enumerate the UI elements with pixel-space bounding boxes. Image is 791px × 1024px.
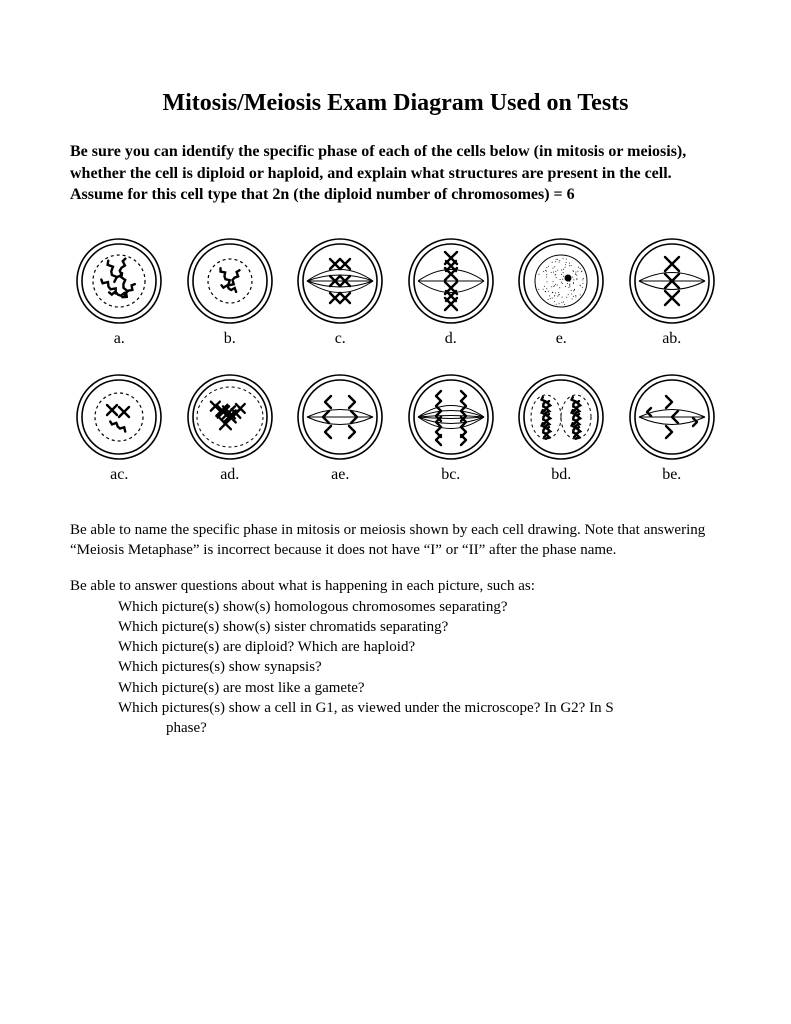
paragraph-1: Be able to name the specific phase in mi… bbox=[70, 520, 721, 561]
cell-diagram-b bbox=[185, 236, 275, 326]
cell-figure: bc. bbox=[402, 372, 501, 484]
cell-diagram-ab bbox=[627, 236, 717, 326]
cell-diagram-d bbox=[406, 236, 496, 326]
cell-label: a. bbox=[114, 330, 125, 348]
cell-figure: be. bbox=[623, 372, 722, 484]
question-item: Which pictures(s) show synapsis? bbox=[118, 657, 721, 677]
cell-label: ab. bbox=[662, 330, 681, 348]
cell-figure: d. bbox=[402, 236, 501, 348]
intro-paragraph: Be sure you can identify the specific ph… bbox=[70, 141, 721, 206]
cell-label: d. bbox=[445, 330, 457, 348]
cell-diagram-bd bbox=[516, 372, 606, 462]
cell-label: b. bbox=[224, 330, 236, 348]
question-item: Which picture(s) show(s) sister chromati… bbox=[118, 617, 721, 637]
cell-figure: a. bbox=[70, 236, 169, 348]
cell-label: ae. bbox=[331, 466, 349, 484]
cell-diagram-bc bbox=[406, 372, 496, 462]
cell-figure: ae. bbox=[291, 372, 390, 484]
question-list: Which picture(s) show(s) homologous chro… bbox=[118, 597, 721, 739]
cell-diagram-ac bbox=[74, 372, 164, 462]
question-item: Which picture(s) are most like a gamete? bbox=[118, 678, 721, 698]
cell-figure: c. bbox=[291, 236, 390, 348]
question-item-continuation: phase? bbox=[166, 718, 721, 738]
cell-figure: ab. bbox=[623, 236, 722, 348]
cell-figure: ac. bbox=[70, 372, 169, 484]
cell-label: ad. bbox=[220, 466, 239, 484]
cell-figure: e. bbox=[512, 236, 611, 348]
cell-label: be. bbox=[662, 466, 681, 484]
cell-diagram-ae bbox=[295, 372, 385, 462]
cell-label: ac. bbox=[110, 466, 128, 484]
question-item: Which picture(s) show(s) homologous chro… bbox=[118, 597, 721, 617]
cell-label: bd. bbox=[551, 466, 571, 484]
cell-figure: b. bbox=[181, 236, 280, 348]
cell-diagram-e bbox=[516, 236, 606, 326]
cell-label: c. bbox=[335, 330, 346, 348]
cell-label: bc. bbox=[441, 466, 460, 484]
cell-figure: bd. bbox=[512, 372, 611, 484]
page-title: Mitosis/Meiosis Exam Diagram Used on Tes… bbox=[70, 90, 721, 117]
cell-diagram-be bbox=[627, 372, 717, 462]
cell-diagram-grid: a. b. c. d. e. ab. ac. ad. ae. bc. bd. be. bbox=[70, 236, 721, 484]
question-item: Which pictures(s) show a cell in G1, as … bbox=[118, 698, 721, 718]
paragraph-2: Be able to answer questions about what i… bbox=[70, 576, 721, 596]
cell-diagram-ad bbox=[185, 372, 275, 462]
cell-diagram-a bbox=[74, 236, 164, 326]
cell-label: e. bbox=[556, 330, 567, 348]
cell-diagram-c bbox=[295, 236, 385, 326]
question-item: Which picture(s) are diploid? Which are … bbox=[118, 637, 721, 657]
cell-figure: ad. bbox=[181, 372, 280, 484]
